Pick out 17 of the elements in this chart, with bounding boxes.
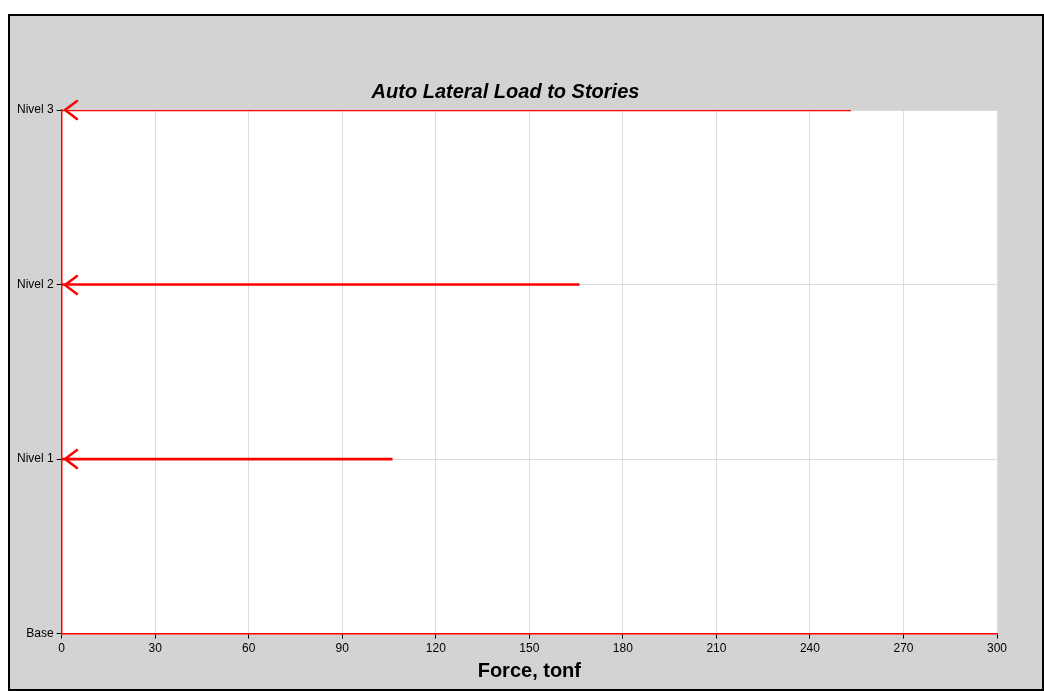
x-tick-label: 270 [893, 641, 914, 656]
x-tick-label: 0 [58, 641, 66, 656]
x-tick-label: 180 [612, 641, 634, 656]
x-tick-label: 90 [335, 641, 350, 656]
x-tick-label: 60 [242, 641, 256, 656]
x-tick-label: 300 [986, 641, 1008, 656]
y-tick-label: Base [26, 625, 54, 640]
y-tick-label: Nivel 2 [16, 276, 54, 291]
x-tick-label: 210 [706, 641, 727, 656]
chart-title: Auto Lateral Load to Stories [370, 79, 640, 102]
y-tick-label: Nivel 3 [16, 102, 54, 117]
x-tick-label: 240 [799, 641, 821, 656]
x-tick-label: 150 [519, 641, 540, 656]
y-tick-label: Nivel 1 [16, 451, 54, 466]
x-tick-label: 120 [425, 641, 447, 656]
x-tick-label: 30 [148, 641, 163, 656]
x-axis-title: Force, tonf [477, 658, 582, 681]
